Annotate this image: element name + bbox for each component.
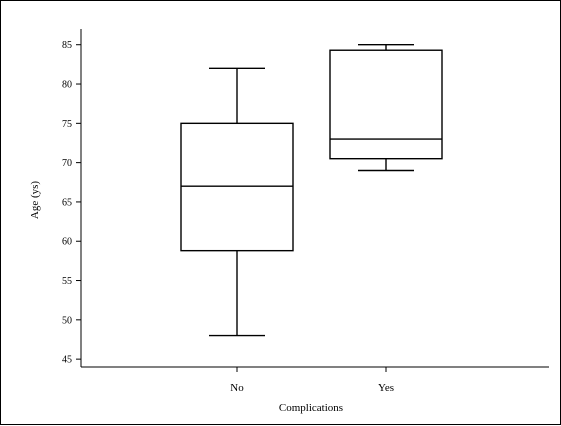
x-tick-label: No [230, 382, 244, 394]
y-tick-label: 75 [62, 119, 72, 130]
y-tick-label: 60 [62, 237, 72, 248]
y-tick-label: 50 [62, 315, 72, 326]
box-yes [329, 44, 443, 172]
y-axis-label: Age (ys) [29, 181, 41, 220]
iqr-box [180, 122, 294, 252]
iqr-box [329, 49, 443, 160]
y-tick-label: 65 [62, 197, 72, 208]
x-tick-label: Yes [378, 382, 394, 394]
y-tick-label: 70 [62, 158, 72, 169]
box-no [180, 67, 294, 337]
x-axis-label: Complications [279, 402, 343, 414]
y-tick-label: 85 [62, 40, 72, 51]
y-tick-label: 55 [62, 276, 72, 287]
y-tick-label: 45 [62, 355, 72, 366]
y-tick-label: 80 [62, 80, 72, 91]
